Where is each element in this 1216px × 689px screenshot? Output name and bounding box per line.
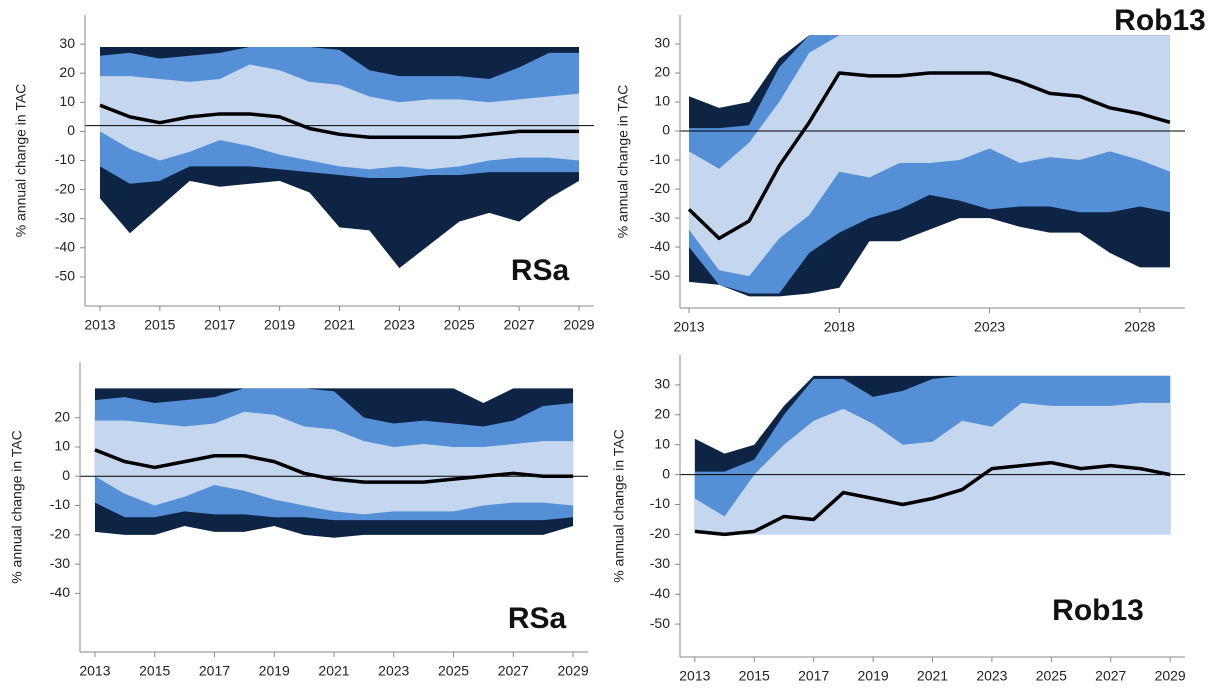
x-tick-label: 2023 <box>974 319 1005 335</box>
y-tick-label: 30 <box>654 35 670 51</box>
y-tick-label: -50 <box>650 615 670 631</box>
x-tick-label: 2015 <box>144 317 175 333</box>
x-tick-label: 2027 <box>1095 668 1126 684</box>
panel: 30 20 10 0 -10 -20 -30 -40 -50 2013 2015 2017 2019 20… <box>13 15 595 333</box>
y-tick-label: 0 <box>62 467 70 483</box>
x-tick-label: 2023 <box>384 317 415 333</box>
y-tick-label: 20 <box>654 64 670 80</box>
y-tick-label: -30 <box>650 209 670 225</box>
y-tick-label: 20 <box>59 64 75 80</box>
y-tick-label: 0 <box>67 122 75 138</box>
y-tick-label: 30 <box>654 376 670 392</box>
y-tick-label: -30 <box>50 555 70 571</box>
x-tick-label: 2025 <box>444 317 475 333</box>
x-tick-label: 2015 <box>739 668 770 684</box>
y-axis-label: % annual change in TAC <box>615 85 631 239</box>
y-tick-label: -20 <box>55 180 75 196</box>
y-tick-label: -10 <box>650 151 670 167</box>
x-tick-label: 2019 <box>858 668 889 684</box>
y-tick-label: -40 <box>650 585 670 601</box>
y-tick-label: 10 <box>654 435 670 451</box>
x-tick-label: 2013 <box>679 668 710 684</box>
y-tick-label: -20 <box>50 526 70 542</box>
x-tick-label: 2023 <box>378 663 409 679</box>
y-tick-label: -40 <box>50 584 70 600</box>
panel: 20 10 0 -10 -20 -30 -40 2013 2015 2017 2019 2021 202… <box>9 362 589 679</box>
panel: 30 20 10 0 -10 -20 -30 -40 -50 2013 2018 2023 2028 % … <box>615 4 1206 335</box>
y-tick-label: -10 <box>55 151 75 167</box>
y-tick-label: -20 <box>650 180 670 196</box>
x-tick-label: 2021 <box>324 317 355 333</box>
band <box>689 35 1170 277</box>
y-tick-label: 20 <box>654 406 670 422</box>
x-tick-label: 2021 <box>917 668 948 684</box>
y-tick-label: -10 <box>650 495 670 511</box>
y-tick-label: -50 <box>55 268 75 284</box>
panel-label: RSa <box>508 602 567 635</box>
x-tick-label: 2023 <box>976 668 1007 684</box>
y-axis-label: % annual change in TAC <box>13 84 29 238</box>
plot-area <box>680 375 1185 537</box>
y-tick-label: -40 <box>55 239 75 255</box>
y-tick-label: -30 <box>55 209 75 225</box>
y-tick-label: -50 <box>650 267 670 283</box>
x-tick-label: 2018 <box>824 319 855 335</box>
x-tick-label: 2019 <box>264 317 295 333</box>
median-line <box>94 448 574 484</box>
median-line <box>687 71 1171 241</box>
median-line <box>694 460 1171 537</box>
x-tick-label: 2029 <box>557 663 588 679</box>
x-tick-label: 2019 <box>259 663 290 679</box>
band <box>94 411 574 515</box>
x-tick-label: 2027 <box>498 663 529 679</box>
y-tick-label: 30 <box>59 35 75 51</box>
y-tick-label: -30 <box>650 555 670 571</box>
plot-area <box>80 388 588 538</box>
y-tick-label: 20 <box>54 408 70 424</box>
x-tick-label: 2017 <box>199 663 230 679</box>
y-tick-label: -20 <box>650 525 670 541</box>
plot-area <box>85 47 594 269</box>
y-axis-label: % annual change in TAC <box>611 429 627 583</box>
x-tick-label: 2021 <box>318 663 349 679</box>
x-tick-label: 2013 <box>673 319 704 335</box>
y-tick-label: -40 <box>650 238 670 254</box>
band <box>99 64 580 170</box>
x-tick-label: 2029 <box>1155 668 1186 684</box>
x-tick-label: 2025 <box>1036 668 1067 684</box>
panel-label: RSa <box>511 254 570 287</box>
y-tick-label: 0 <box>662 122 670 138</box>
y-tick-label: 10 <box>654 93 670 109</box>
x-tick-label: 2013 <box>79 663 110 679</box>
x-tick-label: 2027 <box>504 317 535 333</box>
x-tick-label: 2029 <box>563 317 594 333</box>
y-tick-label: 10 <box>59 93 75 109</box>
y-tick-label: -10 <box>50 496 70 512</box>
x-tick-label: 2025 <box>438 663 469 679</box>
x-tick-label: 2013 <box>84 317 115 333</box>
y-axis-label: % annual change in TAC <box>9 430 25 584</box>
y-tick-label: 0 <box>662 465 670 481</box>
x-tick-label: 2017 <box>798 668 829 684</box>
x-tick-label: 2028 <box>1124 319 1155 335</box>
x-tick-label: 2015 <box>139 663 170 679</box>
panel: 30 20 10 0 -10 -20 -30 -40 -50 2013 2015 2017 2019 20… <box>611 355 1186 684</box>
y-tick-label: 10 <box>54 438 70 454</box>
x-tick-label: 2017 <box>204 317 235 333</box>
panel-label: Rob13 <box>1114 4 1206 37</box>
panel-label: Rob13 <box>1052 594 1144 627</box>
median-line <box>99 103 580 139</box>
band <box>694 402 1171 535</box>
plot-area <box>680 35 1185 297</box>
